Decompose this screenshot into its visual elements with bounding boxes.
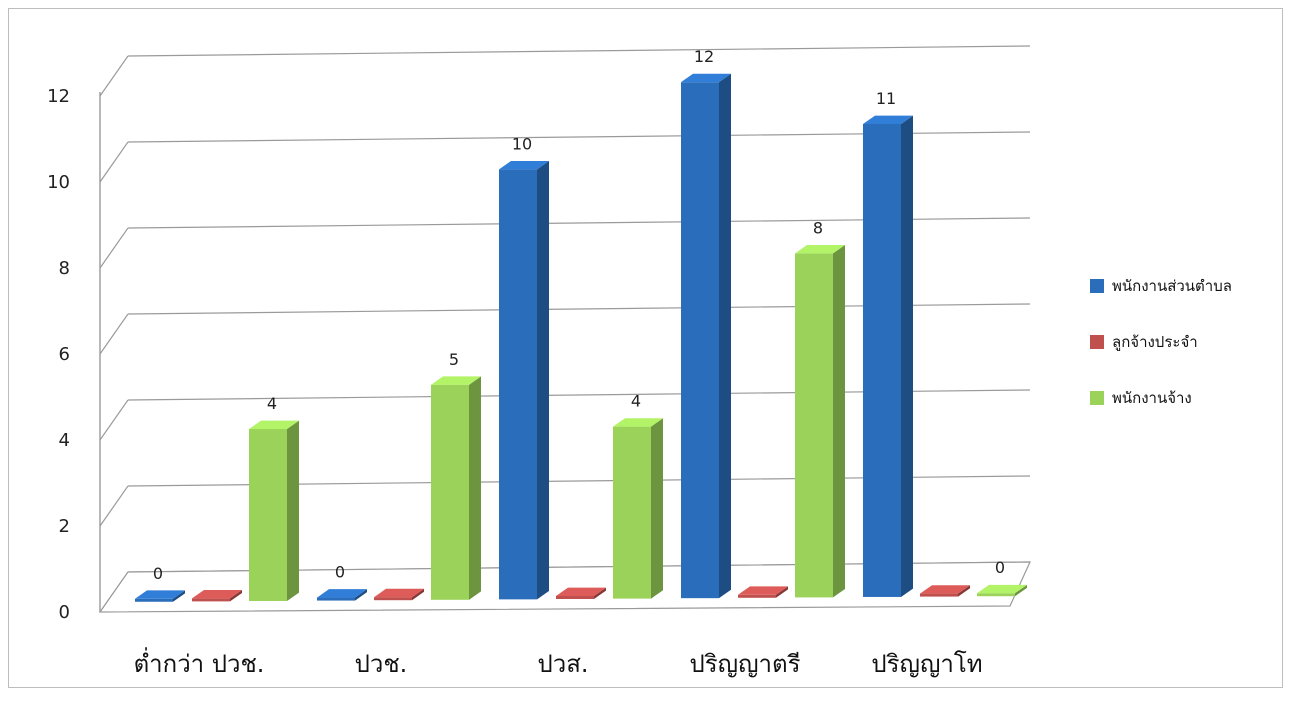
gridline (127, 45, 1031, 57)
x-tick-label: ปวส. (538, 650, 589, 678)
legend-swatch (1090, 391, 1104, 405)
bar (249, 429, 287, 602)
bar-side (833, 245, 845, 598)
y-tick-label: 6 (59, 344, 70, 365)
data-labels: 0 4 0 5 10 4 12 8 11 0 (153, 47, 1005, 583)
bar (317, 597, 355, 601)
bar-top (977, 584, 1027, 594)
gridline-depth (99, 399, 129, 441)
bar (920, 593, 958, 597)
data-label: 0 (335, 563, 345, 582)
bar-side (901, 115, 913, 597)
bar-top (135, 590, 185, 599)
gridline-depth (99, 55, 129, 97)
data-label: 8 (813, 218, 823, 237)
bar-side (355, 589, 367, 601)
gridline-depth (99, 227, 129, 269)
x-tick-label: ปริญญาโท (871, 650, 982, 678)
bar-top (192, 589, 242, 599)
y-tick-label: 10 (47, 172, 70, 193)
bar (977, 593, 1015, 597)
bar-top (681, 73, 731, 83)
bar-side (469, 376, 481, 600)
bar-side (230, 589, 242, 602)
bar-top (431, 376, 481, 385)
bar-side (958, 585, 970, 597)
bar (192, 598, 230, 602)
bar (681, 82, 719, 599)
bar-top (556, 587, 606, 596)
legend-label: ลูกจ้างประจำ (1112, 333, 1198, 351)
bar-side (651, 418, 663, 599)
bar (613, 426, 651, 599)
data-label: 10 (512, 134, 532, 153)
bar (738, 594, 776, 598)
x-tick-label: ปริญญาตรี (690, 650, 801, 678)
data-label: 11 (876, 89, 896, 108)
legend-swatch (1090, 279, 1104, 293)
bar-top (863, 115, 913, 124)
gridline-depth (99, 485, 129, 527)
y-tick-label: 0 (59, 602, 70, 623)
bar (499, 169, 537, 600)
bar-top (795, 245, 845, 254)
data-label: 4 (267, 394, 277, 413)
data-label: 0 (995, 558, 1005, 577)
legend-swatch (1090, 335, 1104, 349)
y-tick-label: 12 (47, 86, 70, 107)
bar-side (776, 586, 788, 598)
bar-top (374, 588, 424, 598)
bar-side (287, 420, 299, 602)
bar-side (537, 160, 549, 600)
data-label: 0 (153, 564, 163, 583)
y-tick-label: 4 (59, 430, 70, 451)
x-tick-label: ต่ำกว่า ปวช. (134, 647, 265, 678)
y-tick-label: 8 (59, 258, 70, 279)
bar-side (1015, 584, 1027, 597)
bar (374, 597, 412, 601)
bar (556, 595, 594, 599)
bar (795, 253, 833, 598)
bar-side (412, 588, 424, 601)
bar (431, 384, 469, 600)
legend-label: พนักงานจ้าง (1112, 389, 1192, 407)
gridline-depth (99, 313, 129, 355)
bar-top (249, 420, 299, 430)
bar-top (738, 586, 788, 595)
bar-top (317, 589, 367, 598)
bars (135, 73, 1027, 602)
gridline-depth (99, 141, 129, 183)
bar (863, 123, 901, 597)
bar-top (613, 418, 663, 427)
bar-side (173, 590, 185, 602)
bar-top (499, 160, 549, 170)
data-label: 12 (694, 47, 714, 66)
x-tick-label: ปวช. (355, 650, 408, 678)
legend-label: พนักงานส่วนตำบล (1112, 277, 1232, 295)
data-label: 4 (631, 392, 641, 411)
y-tick-label: 2 (59, 516, 70, 537)
data-label: 5 (449, 350, 459, 369)
bar-side (594, 587, 606, 599)
bar-top (920, 585, 970, 594)
bar (135, 598, 173, 602)
bar-side (719, 73, 731, 599)
